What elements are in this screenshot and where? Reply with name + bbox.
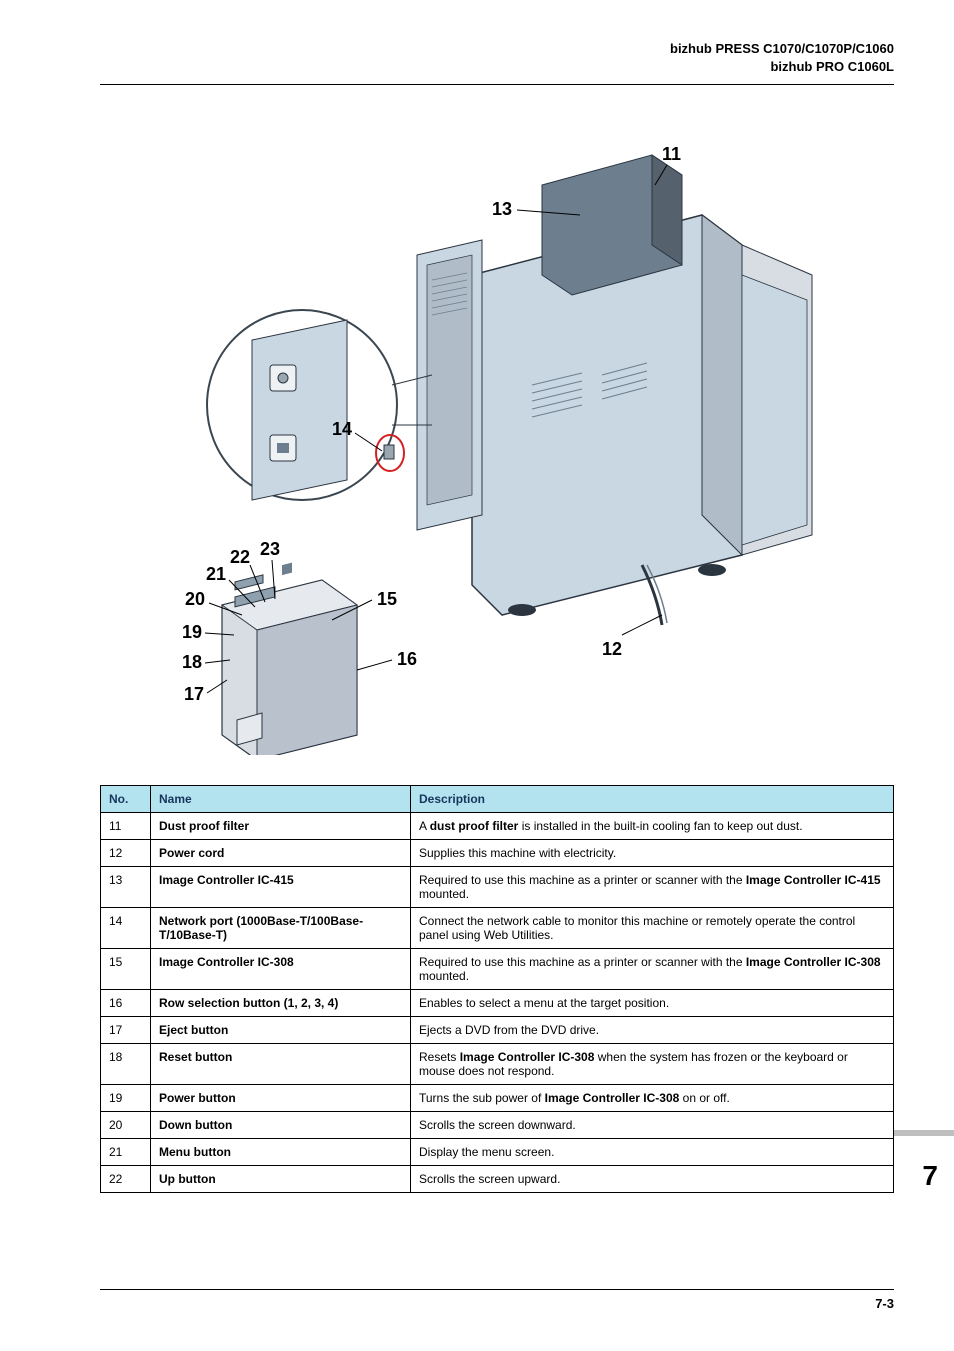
chapter-bar <box>894 1130 954 1136</box>
chapter-number: 7 <box>922 1160 938 1192</box>
page-footer: 7-3 <box>100 1289 894 1311</box>
cell-name: Dust proof filter <box>151 813 411 840</box>
cell-no: 11 <box>101 813 151 840</box>
th-no: No. <box>101 786 151 813</box>
table-row: 21Menu buttonDisplay the menu screen. <box>101 1139 894 1166</box>
header-line-2: bizhub PRO C1060L <box>100 58 894 76</box>
table-row: 16Row selection button (1, 2, 3, 4)Enabl… <box>101 990 894 1017</box>
cell-desc: Scrolls the screen upward. <box>411 1166 894 1193</box>
cell-name: Power button <box>151 1085 411 1112</box>
cell-name: Image Controller IC-415 <box>151 867 411 908</box>
th-name: Name <box>151 786 411 813</box>
cell-name: Eject button <box>151 1017 411 1044</box>
cell-no: 18 <box>101 1044 151 1085</box>
cell-desc: Ejects a DVD from the DVD drive. <box>411 1017 894 1044</box>
table-row: 13Image Controller IC-415Required to use… <box>101 867 894 908</box>
callout-12: 12 <box>602 639 622 659</box>
cell-no: 22 <box>101 1166 151 1193</box>
table-row: 15Image Controller IC-308Required to use… <box>101 949 894 990</box>
table-row: 14Network port (1000Base-T/100Base-T/10B… <box>101 908 894 949</box>
callout-17: 17 <box>184 684 204 704</box>
cell-desc: Required to use this machine as a printe… <box>411 867 894 908</box>
cell-desc: Display the menu screen. <box>411 1139 894 1166</box>
table-row: 22Up buttonScrolls the screen upward. <box>101 1166 894 1193</box>
th-desc: Description <box>411 786 894 813</box>
callout-15: 15 <box>377 589 397 609</box>
cell-name: Row selection button (1, 2, 3, 4) <box>151 990 411 1017</box>
callout-13: 13 <box>492 199 512 219</box>
cell-no: 19 <box>101 1085 151 1112</box>
table-row: 11Dust proof filterA dust proof filter i… <box>101 813 894 840</box>
header-line-1: bizhub PRESS C1070/C1070P/C1060 <box>100 40 894 58</box>
table-header-row: No. Name Description <box>101 786 894 813</box>
cell-desc: Resets Image Controller IC-308 when the … <box>411 1044 894 1085</box>
cell-name: Down button <box>151 1112 411 1139</box>
cell-desc: Scrolls the screen downward. <box>411 1112 894 1139</box>
table-row: 20Down buttonScrolls the screen downward… <box>101 1112 894 1139</box>
cell-desc: Enables to select a menu at the target p… <box>411 990 894 1017</box>
table-row: 18Reset buttonResets Image Controller IC… <box>101 1044 894 1085</box>
cell-name: Network port (1000Base-T/100Base-T/10Bas… <box>151 908 411 949</box>
cell-name: Up button <box>151 1166 411 1193</box>
callout-19: 19 <box>182 622 202 642</box>
cell-no: 13 <box>101 867 151 908</box>
machine-illustration <box>472 155 812 625</box>
controller-ic308 <box>222 563 357 755</box>
cell-no: 16 <box>101 990 151 1017</box>
cell-name: Reset button <box>151 1044 411 1085</box>
cell-no: 12 <box>101 840 151 867</box>
cell-desc: A dust proof filter is installed in the … <box>411 813 894 840</box>
callout-22: 22 <box>230 547 250 567</box>
table-row: 12Power cordSupplies this machine with e… <box>101 840 894 867</box>
callout-23: 23 <box>260 539 280 559</box>
cell-no: 14 <box>101 908 151 949</box>
table-row: 17Eject buttonEjects a DVD from the DVD … <box>101 1017 894 1044</box>
cell-name: Power cord <box>151 840 411 867</box>
callout-20: 20 <box>185 589 205 609</box>
callout-11: 11 <box>662 144 681 164</box>
callout-21: 21 <box>206 564 226 584</box>
cell-no: 21 <box>101 1139 151 1166</box>
cell-no: 15 <box>101 949 151 990</box>
cell-desc: Connect the network cable to monitor thi… <box>411 908 894 949</box>
callout-16: 16 <box>397 649 417 669</box>
page-header: bizhub PRESS C1070/C1070P/C1060 bizhub P… <box>100 40 894 85</box>
inset-zoom <box>207 310 432 500</box>
callout-18: 18 <box>182 652 202 672</box>
cell-no: 17 <box>101 1017 151 1044</box>
callout-14: 14 <box>332 419 352 439</box>
cell-name: Image Controller IC-308 <box>151 949 411 990</box>
table-row: 19Power buttonTurns the sub power of Ima… <box>101 1085 894 1112</box>
machine-side-panel <box>417 240 482 530</box>
cell-desc: Supplies this machine with electricity. <box>411 840 894 867</box>
parts-diagram: 11 13 12 14 15 16 17 18 19 20 21 22 23 <box>100 115 894 755</box>
cell-name: Menu button <box>151 1139 411 1166</box>
cell-desc: Turns the sub power of Image Controller … <box>411 1085 894 1112</box>
parts-table: No. Name Description 11Dust proof filter… <box>100 785 894 1193</box>
page-number: 7-3 <box>875 1296 894 1311</box>
cell-no: 20 <box>101 1112 151 1139</box>
cell-desc: Required to use this machine as a printe… <box>411 949 894 990</box>
